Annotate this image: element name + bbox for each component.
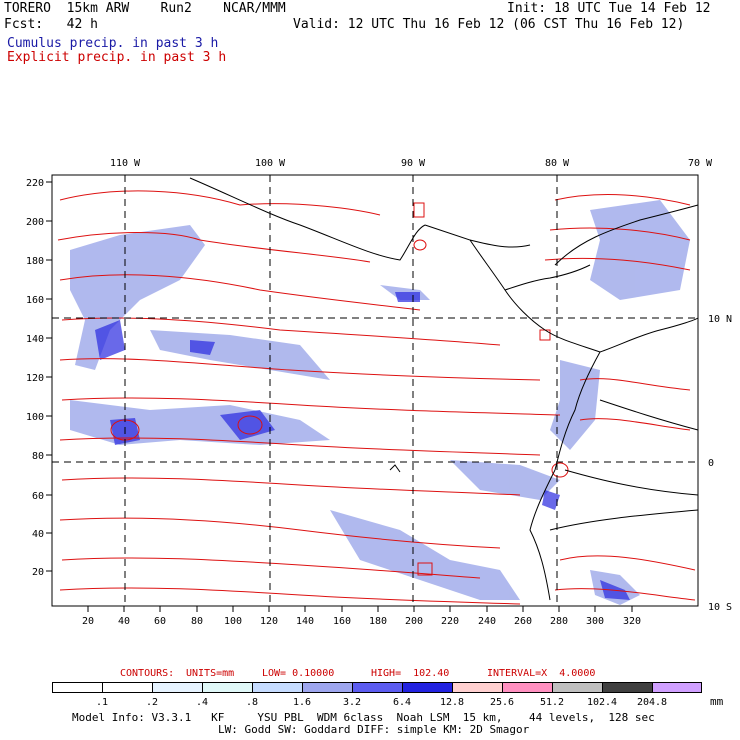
cumulus-precip-field <box>70 200 690 605</box>
x-tick-label: 60 <box>154 616 166 627</box>
colorbar-label: 6.4 <box>392 697 412 708</box>
y-tick-label: 100 <box>26 412 44 423</box>
x-tick-label: 240 <box>478 616 496 627</box>
x-tick-label: 300 <box>586 616 604 627</box>
colorbar-unit: mm <box>710 695 724 708</box>
explicit-precip-contours <box>57 190 696 605</box>
coastlines <box>189 177 699 601</box>
lon-label-90w: 90 W <box>401 158 426 169</box>
colorbar-swatch <box>102 682 153 693</box>
x-tick-label: 220 <box>441 616 459 627</box>
y-tick-label: 60 <box>32 491 44 502</box>
lat-label-10n: 10 N <box>708 314 732 325</box>
colorbar-label: 102.4 <box>586 697 618 708</box>
init-time: Init: 18 UTC Tue 14 Feb 12 <box>507 1 711 16</box>
contour-label: CONTOURS: <box>120 668 175 679</box>
colorbar-swatch <box>252 682 303 693</box>
x-tick-label: 160 <box>333 616 351 627</box>
y-tick-label: 80 <box>32 451 44 462</box>
colorbar-label: .8 <box>245 697 259 708</box>
x-tick-label: 40 <box>118 616 130 627</box>
colorbar-label: 1.6 <box>292 697 312 708</box>
colorbar-swatch <box>502 682 553 693</box>
colorbar-label: 51.2 <box>539 697 565 708</box>
y-tick-label: 40 <box>32 529 44 540</box>
x-tick-marks <box>87 606 633 612</box>
colorbar-swatch <box>602 682 653 693</box>
contour-low: LOW= 0.10000 <box>262 668 335 679</box>
x-tick-label: 320 <box>623 616 641 627</box>
x-tick-label: 120 <box>260 616 278 627</box>
valid-time: Valid: 12 UTC Thu 16 Feb 12 (06 CST Thu … <box>293 17 685 32</box>
x-tick-labels: 20 40 60 80 100 120 140 160 180 200 220 … <box>82 616 641 627</box>
x-tick-label: 100 <box>224 616 242 627</box>
model-physics: LW: Godd SW: Goddard DIFF: simple KM: 2D… <box>218 723 530 736</box>
colorbar-swatch <box>52 682 103 693</box>
colorbar-swatch <box>402 682 453 693</box>
lon-label-70w: 70 W <box>688 158 713 169</box>
y-tick-marks <box>46 181 52 572</box>
model-info: Model Info: V3.3.1 KF YSU PBL WDM 6class… <box>72 711 655 724</box>
lon-label-80w: 80 W <box>545 158 570 169</box>
x-tick-label: 280 <box>550 616 568 627</box>
x-tick-label: 20 <box>82 616 94 627</box>
colorbar-label: 12.8 <box>439 697 465 708</box>
colorbar-label: .1 <box>95 697 109 708</box>
colorbar-label: 25.6 <box>489 697 515 708</box>
x-tick-label: 80 <box>191 616 203 627</box>
x-tick-label: 180 <box>369 616 387 627</box>
colorbar-swatch <box>302 682 353 693</box>
plot-frame <box>51 174 699 607</box>
longitude-labels: 110 W 100 W 90 W 80 W 70 W <box>110 158 713 169</box>
colorbar-label: .2 <box>145 697 159 708</box>
forecast-hour: Fcst: 42 h <box>4 17 98 32</box>
x-tick-label: 140 <box>296 616 314 627</box>
lon-label-100w: 100 W <box>255 158 286 169</box>
model-title: TORERO 15km ARW Run2 NCAR/MMM <box>4 1 286 16</box>
colorbar-swatch <box>352 682 403 693</box>
contour-high: HIGH= 102.40 <box>371 668 450 679</box>
y-tick-label: 200 <box>26 217 44 228</box>
y-tick-label: 120 <box>26 373 44 384</box>
contour-units: UNITS=mm <box>186 668 235 679</box>
y-tick-labels: 20 40 60 80 100 120 140 160 180 200 220 <box>26 178 44 578</box>
lat-label-10s: 10 S <box>708 602 732 613</box>
y-tick-label: 180 <box>26 256 44 267</box>
x-tick-label: 260 <box>514 616 532 627</box>
y-tick-label: 160 <box>26 295 44 306</box>
precip-map: 110 W 100 W 90 W 80 W 70 W 10 N 0 10 S 2… <box>26 158 732 627</box>
latitude-labels: 10 N 0 10 S <box>708 314 732 613</box>
colorbar-label: 204.8 <box>636 697 668 708</box>
y-tick-label: 140 <box>26 334 44 345</box>
colorbar-swatch <box>652 682 702 693</box>
explicit-legend: Explicit precip. in past 3 h <box>7 50 227 65</box>
colorbar-swatch <box>152 682 203 693</box>
y-tick-label: 20 <box>32 567 44 578</box>
colorbar-label: .4 <box>195 697 209 708</box>
lat-label-0: 0 <box>708 458 714 469</box>
cumulus-legend: Cumulus precip. in past 3 h <box>7 36 219 51</box>
colorbar-swatch <box>202 682 253 693</box>
colorbar-label: 3.2 <box>342 697 362 708</box>
colorbar-swatch <box>552 682 603 693</box>
x-tick-label: 200 <box>405 616 423 627</box>
contour-interval: INTERVAL=X 4.0000 <box>487 668 596 679</box>
colorbar-swatch <box>452 682 503 693</box>
lon-label-110w: 110 W <box>110 158 141 169</box>
y-tick-label: 220 <box>26 178 44 189</box>
